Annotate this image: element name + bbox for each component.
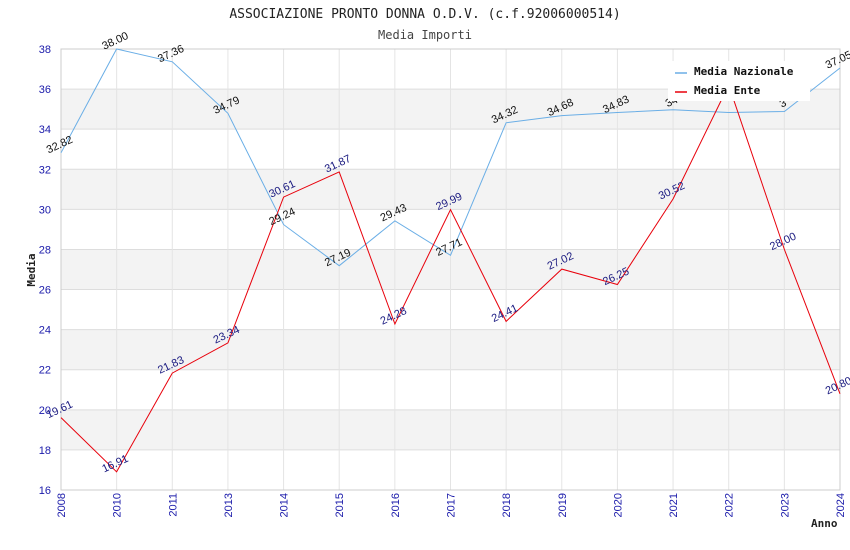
legend: Media Nazionale Media Ente xyxy=(668,61,810,101)
x-tick-label: 2023 xyxy=(779,493,791,517)
y-tick-label: 26 xyxy=(39,285,51,297)
y-tick-label: 24 xyxy=(39,325,51,337)
legend-label-media-ente: Media Ente xyxy=(694,84,761,97)
chart-title: ASSOCIAZIONE PRONTO DONNA O.D.V. (c.f.92… xyxy=(229,7,620,22)
x-tick-label: 2013 xyxy=(223,493,235,517)
y-tick-label: 36 xyxy=(39,84,51,96)
series-line-media-nazionale xyxy=(60,48,841,267)
x-axis-ticks: 2008 2010 2011 2013 2014 2015 2016 2017 2018 2019… xyxy=(56,493,847,517)
data-label: 16.91 xyxy=(100,453,130,476)
x-tick-label: 2010 xyxy=(112,493,124,517)
x-tick-label: 2024 xyxy=(835,493,847,517)
y-tick-label: 20 xyxy=(39,405,51,417)
series-layer xyxy=(60,48,841,473)
data-label: 24.41 xyxy=(490,302,520,325)
x-axis-label: Anno xyxy=(811,517,838,530)
x-tick-label: 2021 xyxy=(668,493,680,517)
y-tick-label: 32 xyxy=(39,164,51,176)
x-tick-label: 2022 xyxy=(724,493,736,517)
plot-frame xyxy=(60,48,841,491)
y-tick-label: 38 xyxy=(39,44,51,56)
x-tick-label: 2017 xyxy=(446,493,458,517)
y-axis-label: Media xyxy=(25,253,38,286)
y-tick-label: 28 xyxy=(39,244,51,256)
data-label: 24.28 xyxy=(379,305,409,328)
y-tick-label: 34 xyxy=(39,124,51,136)
data-label: 32.82 xyxy=(45,134,75,157)
x-tick-label: 2015 xyxy=(334,493,346,517)
series-line-media-ente xyxy=(60,83,841,473)
legend-background xyxy=(668,61,810,101)
y-tick-label: 16 xyxy=(39,485,51,497)
x-tick-label: 2011 xyxy=(167,493,179,517)
x-tick-label: 2016 xyxy=(390,493,402,517)
x-tick-label: 2020 xyxy=(612,493,624,517)
legend-label-media-nazionale: Media Nazionale xyxy=(694,65,794,78)
x-tick-label: 2014 xyxy=(279,493,291,517)
x-tick-label: 2008 xyxy=(56,493,68,517)
data-label: 3 xyxy=(778,97,789,110)
y-tick-label: 18 xyxy=(39,445,51,457)
y-tick-label: 22 xyxy=(39,365,51,377)
y-tick-label: 30 xyxy=(39,204,51,216)
x-tick-label: 2019 xyxy=(557,493,569,517)
x-tick-label: 2018 xyxy=(501,493,513,517)
data-label: 20.80 xyxy=(824,375,850,398)
y-axis-ticks: 16 18 20 22 24 26 28 30 32 34 36 38 xyxy=(39,44,51,497)
data-label: 37.05 xyxy=(824,49,850,72)
chart-subtitle: Media Importi xyxy=(378,28,472,42)
